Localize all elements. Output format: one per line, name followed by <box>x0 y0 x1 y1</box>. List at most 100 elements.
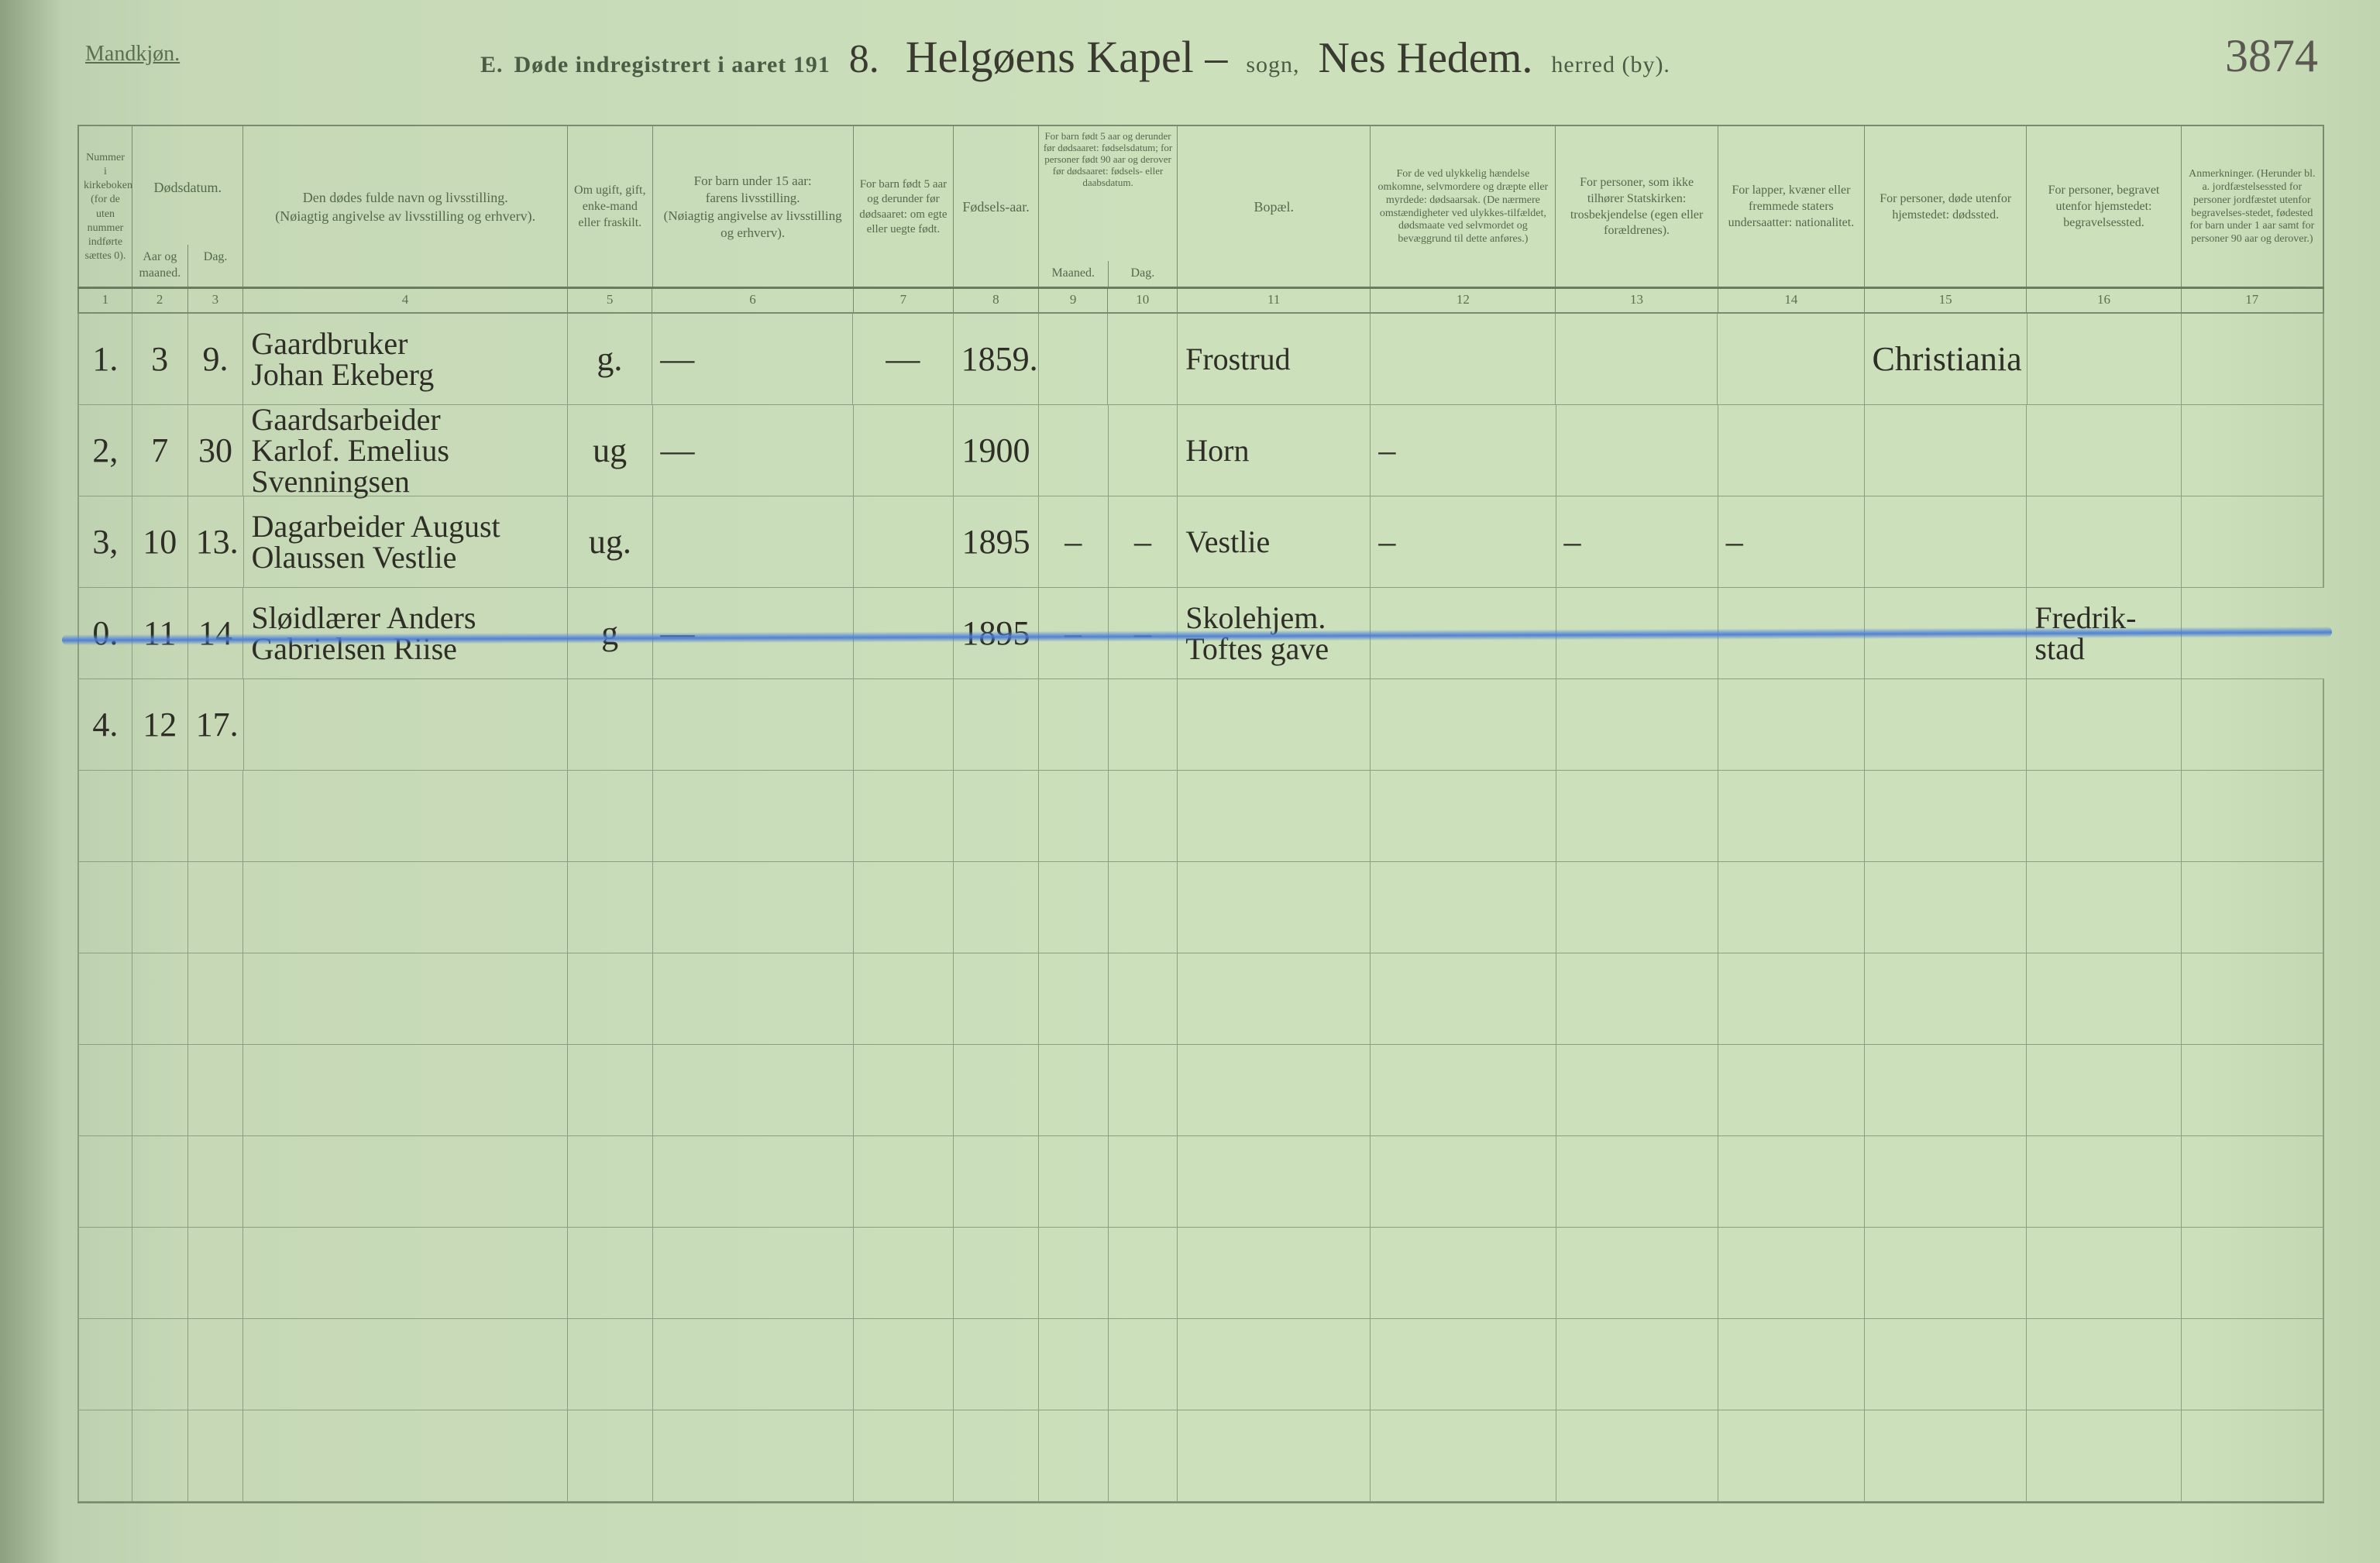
cell-c2 <box>132 1045 187 1135</box>
table-row <box>77 1228 2324 1319</box>
cell-c7 <box>853 1319 954 1410</box>
cell-c4 <box>242 771 566 861</box>
cell-c7 <box>853 1136 954 1227</box>
cell-c3: 17. <box>187 679 243 770</box>
col-header-birthdate-top: For barn født 5 aar og derunder før døds… <box>1039 126 1177 261</box>
cell-c13 <box>1556 1410 1718 1501</box>
cell-value: Gaardbruker Johan Ekeberg <box>251 328 559 390</box>
col-header-9-10: For barn født 5 aar og derunder før døds… <box>1038 126 1177 287</box>
cell-c14 <box>1718 771 1864 861</box>
cell-c5: g. <box>567 314 652 404</box>
col-header-15: For personer, døde utenfor hjemstedet: d… <box>1864 126 2026 287</box>
cell-c7 <box>853 1410 954 1501</box>
cell-value: – <box>1726 525 1856 559</box>
cell-c5 <box>567 679 652 770</box>
cell-c13: – <box>1556 496 1718 587</box>
cell-c8 <box>953 1045 1038 1135</box>
cell-c17 <box>2181 314 2324 404</box>
cell-c14 <box>1718 405 1864 496</box>
ledger-table: Nummer i kirkeboken (for de uten nummer … <box>77 125 2324 1503</box>
colnum: 8 <box>953 289 1038 312</box>
cell-value: Horn <box>1185 435 1362 466</box>
cell-c2: 3 <box>132 314 187 404</box>
cell-value: 30 <box>196 434 236 468</box>
cell-value: ug <box>576 434 645 468</box>
cell-c14 <box>1718 1228 1864 1318</box>
cell-c6 <box>652 1136 853 1227</box>
col-header-8: Fødsels-aar. <box>953 126 1038 287</box>
cell-c17 <box>2181 1136 2324 1227</box>
cell-c17 <box>2181 1410 2324 1501</box>
cell-c2 <box>132 1319 187 1410</box>
cell-c4 <box>243 679 567 770</box>
cell-c3 <box>187 953 243 1044</box>
cell-c15 <box>1864 1045 2026 1135</box>
cell-c3 <box>187 771 243 861</box>
cell-c14 <box>1718 953 1864 1044</box>
cell-c7 <box>853 953 954 1044</box>
colnum: 10 <box>1107 289 1177 312</box>
cell-c14: – <box>1718 496 1864 587</box>
cell-c1 <box>77 862 132 953</box>
cell-c12: – <box>1370 496 1555 587</box>
cell-c2 <box>132 771 187 861</box>
page-number: 3874 <box>2225 29 2318 83</box>
cell-c12 <box>1370 953 1555 1044</box>
cell-value: Frostrud <box>1185 344 1362 375</box>
cell-c16 <box>2026 1228 2180 1318</box>
cell-value: 1895 <box>961 525 1030 559</box>
cell-c4 <box>242 1045 566 1135</box>
cell-c6 <box>652 496 853 587</box>
cell-c5 <box>567 862 652 953</box>
cell-c16 <box>2026 405 2180 496</box>
table-row <box>77 1319 2324 1410</box>
cell-c10 <box>1108 771 1178 861</box>
cell-c1 <box>77 1410 132 1501</box>
cell-c1: 4. <box>77 679 132 770</box>
cell-c1 <box>77 771 132 861</box>
cell-c10 <box>1108 1228 1178 1318</box>
colnum: 4 <box>242 289 567 312</box>
cell-c13 <box>1556 1319 1718 1410</box>
cell-c11 <box>1177 771 1370 861</box>
cell-c9: – <box>1038 496 1108 587</box>
cell-c13 <box>1556 1045 1718 1135</box>
cell-c10: – <box>1108 496 1178 587</box>
cell-c2 <box>132 1228 187 1318</box>
cell-c13 <box>1556 1136 1718 1227</box>
table-row <box>77 1045 2324 1136</box>
table-body: 1.39.Gaardbruker Johan Ekebergg.——1859.F… <box>77 314 2324 1502</box>
cell-c11 <box>1177 1410 1370 1501</box>
cell-c7 <box>853 1228 954 1318</box>
cell-c12 <box>1370 771 1555 861</box>
cell-c6: — <box>652 314 852 404</box>
cell-c15 <box>1864 953 2026 1044</box>
colnum: 6 <box>652 289 852 312</box>
cell-value: 9. <box>196 342 236 376</box>
cell-c9 <box>1038 953 1108 1044</box>
table-row: 2,730Gaardsarbeider Karlof. Emelius Sven… <box>77 405 2324 496</box>
cell-c9 <box>1038 1136 1108 1227</box>
cell-c15 <box>1864 1410 2026 1501</box>
cell-c17 <box>2181 1228 2324 1318</box>
col-header-1: Nummer i kirkeboken (for de uten nummer … <box>77 126 132 287</box>
cell-c1 <box>77 1319 132 1410</box>
cell-c6 <box>652 679 853 770</box>
cell-c3 <box>187 1045 243 1135</box>
cell-c15 <box>1864 1228 2026 1318</box>
cell-c5 <box>567 953 652 1044</box>
table-row <box>77 771 2324 862</box>
cell-c1: 0. <box>77 588 132 678</box>
cell-c11: Horn <box>1177 405 1370 496</box>
cell-c2: 10 <box>132 496 187 587</box>
cell-c4 <box>242 1228 566 1318</box>
cell-c2 <box>132 1410 187 1501</box>
cell-c16 <box>2026 953 2180 1044</box>
cell-value: 1900 <box>961 434 1030 468</box>
cell-c2: 12 <box>132 679 187 770</box>
cell-c13 <box>1556 862 1718 953</box>
cell-c13 <box>1556 405 1718 496</box>
cell-value: – <box>1116 525 1170 559</box>
cell-c17 <box>2181 405 2324 496</box>
cell-c7: — <box>852 314 953 404</box>
